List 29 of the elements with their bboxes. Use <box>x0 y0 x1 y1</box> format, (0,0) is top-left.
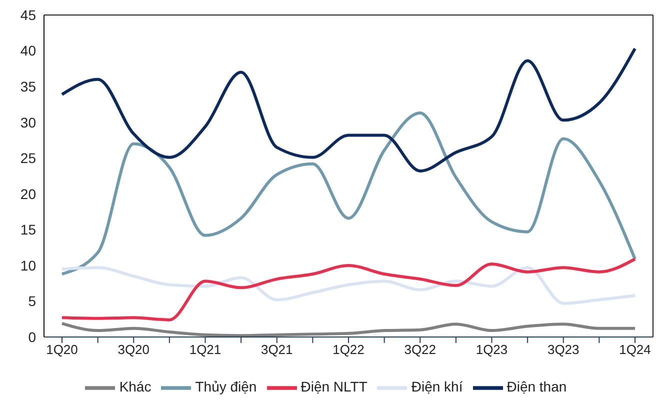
x-tick-label: 1Q21 <box>189 342 222 358</box>
x-tick-label: 1Q20 <box>46 342 78 358</box>
y-tick-label: 25 <box>20 150 36 166</box>
y-tick-label: 5 <box>28 293 36 310</box>
y-tick-label: 40 <box>20 42 36 59</box>
y-tick-label: 30 <box>20 114 36 130</box>
line-series <box>60 258 636 322</box>
legend-label: Điện than <box>506 378 567 395</box>
x-tick-label: 1Q22 <box>332 342 364 358</box>
y-tick-label: 0 <box>28 328 36 345</box>
x-tick-label: 3Q20 <box>118 342 150 358</box>
y-tick-label: 35 <box>20 78 36 95</box>
line-series <box>60 112 636 276</box>
legend-label: Khác <box>119 378 152 395</box>
legend-label: Điện NLTT <box>300 378 368 395</box>
x-tick-label: 1Q24 <box>619 342 651 358</box>
x-tick-label: 3Q22 <box>404 342 436 358</box>
legend-label: Điện khí <box>411 378 463 395</box>
legend-label: Thủy điện <box>195 378 257 395</box>
x-tick-label: 1Q23 <box>476 342 508 358</box>
line-series <box>60 47 636 172</box>
y-tick-label: 20 <box>20 186 36 202</box>
x-tick-label: 3Q21 <box>260 342 293 358</box>
y-tick-label: 45 <box>20 6 36 23</box>
x-tick-label: 3Q23 <box>547 342 580 358</box>
y-tick-label: 15 <box>20 222 36 238</box>
y-tick-label: 10 <box>20 257 36 274</box>
line-series <box>60 322 636 337</box>
line-series <box>60 266 636 305</box>
